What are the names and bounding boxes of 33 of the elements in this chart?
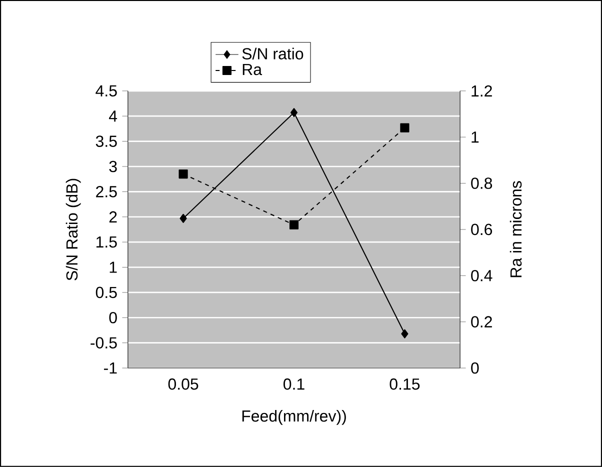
y-tick-label: 4.5 — [96, 85, 117, 97]
point — [400, 123, 410, 132]
legend-label: Ra — [242, 64, 262, 76]
y-tick-label: 3.5 — [96, 136, 117, 147]
point — [180, 214, 187, 223]
y2-tick-label: 1 — [472, 132, 479, 143]
y2-tick-label: 1.2 — [472, 85, 492, 97]
y-tick-label: -1 — [104, 362, 117, 374]
point — [290, 108, 298, 118]
y-tick-label: 1 — [110, 262, 117, 273]
x-tick-label: 0.1 — [284, 378, 304, 390]
y-tick-label: 1.5 — [96, 236, 117, 248]
y-tick-label: -0.5 — [90, 337, 117, 349]
x-axis-title: Feed(mm/rev)) — [242, 410, 346, 425]
point — [178, 170, 188, 179]
y2-tick-label: 0.8 — [471, 178, 492, 189]
x-tick-label: 0.15 — [390, 378, 420, 390]
y2-axis-title: Ra in microns — [510, 181, 522, 278]
point — [401, 329, 408, 338]
y-tick-label: 0.5 — [96, 286, 117, 298]
y-tick-label: 4 — [108, 110, 118, 122]
y2-tick-label: 0.6 — [471, 224, 492, 236]
y-tick-label: 3 — [109, 160, 117, 172]
y2-tick-label: 0.2 — [471, 316, 492, 328]
x-tick-label: 0.05 — [168, 378, 198, 390]
y-axis-title: S/N Ratio (dB) — [66, 178, 81, 280]
y2-tick-label: 0 — [471, 362, 479, 374]
point — [289, 220, 299, 230]
legend-label: S/N ratio — [242, 48, 304, 60]
y2-tick-label: 0.4 — [471, 270, 492, 282]
y-tick-label: 2 — [109, 211, 117, 222]
y-tick-label: 0 — [109, 312, 117, 324]
y-tick-label: 2.5 — [96, 186, 117, 198]
